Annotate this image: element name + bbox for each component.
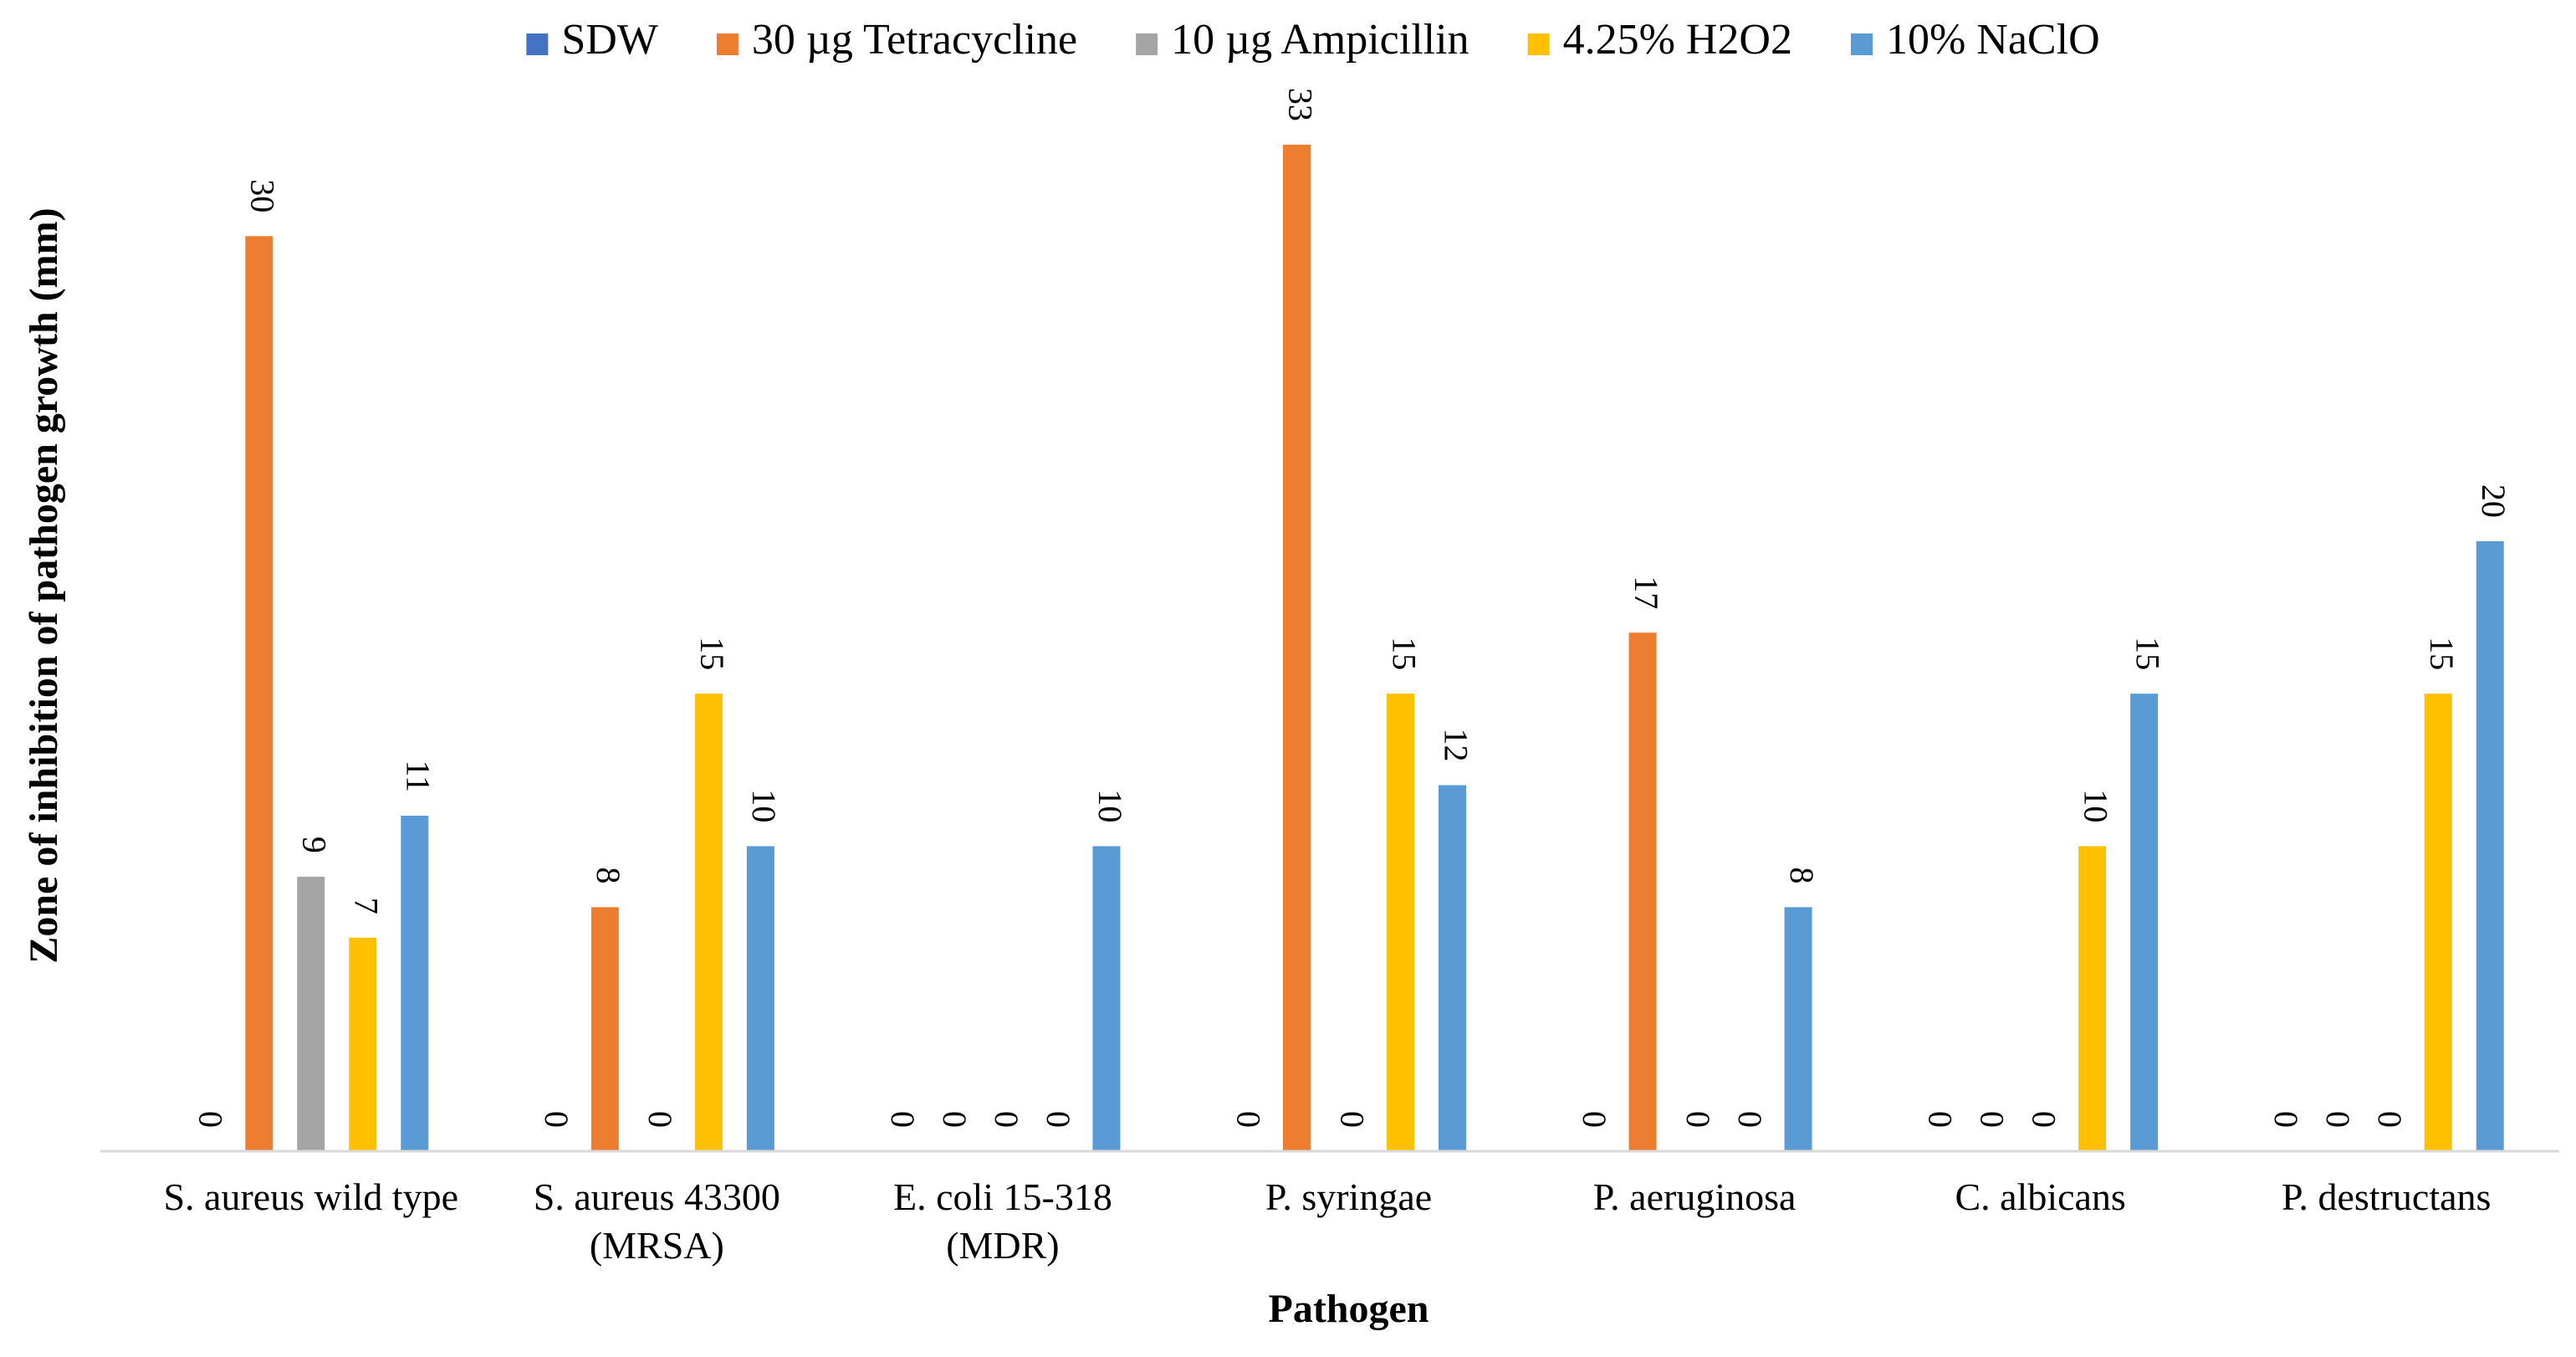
data-label: 17: [1628, 576, 1665, 609]
category-label: P. destructans: [2282, 1175, 2491, 1218]
data-label: 15: [2129, 637, 2166, 670]
bar: [694, 694, 723, 1151]
data-label: 10: [2077, 789, 2114, 822]
data-label: 15: [2423, 637, 2461, 670]
legend-label: 4.25% H2O2: [1563, 16, 1792, 64]
legend-label: 10% NaClO: [1886, 16, 2100, 64]
bar: [1439, 785, 1466, 1151]
bar: [297, 876, 325, 1151]
bar: [1092, 846, 1121, 1151]
legend-swatch: [1136, 33, 1158, 55]
data-label: 0: [2371, 1111, 2409, 1128]
legend-item: 4.25% H2O2: [1527, 16, 1792, 64]
category-label: P. aeruginosa: [1593, 1175, 1797, 1218]
bar: [245, 236, 273, 1152]
category-labels: S. aureus wild type S. aureus 43300 (MRSA)…: [163, 1175, 2491, 1267]
category-label: C. albicans: [1955, 1175, 2125, 1218]
data-label: 0: [1731, 1111, 1769, 1128]
data-label: 15: [693, 637, 731, 670]
data-label: 0: [1679, 1111, 1717, 1128]
bar: [349, 937, 377, 1151]
bar: [1784, 907, 1812, 1151]
x-axis-title: Pathogen: [1269, 1287, 1429, 1331]
data-label: 20: [2475, 484, 2512, 518]
data-label: 9: [296, 837, 334, 853]
category-label: P. syringae: [1265, 1175, 1432, 1218]
data-label: 8: [1783, 867, 1821, 883]
data-label: 0: [884, 1111, 922, 1128]
legend-label: 30 µg Tetracycline: [752, 16, 1077, 64]
data-label: 30: [244, 179, 282, 213]
data-label: 15: [1385, 637, 1423, 670]
data-label: 11: [400, 760, 437, 792]
legend-swatch: [1850, 33, 1873, 55]
data-label: 0: [2267, 1111, 2305, 1128]
category-label: (MRSA): [590, 1224, 724, 1267]
data-label: 0: [538, 1111, 575, 1128]
y-axis-title: Zone of inhibition of pathogen growth (m…: [22, 207, 66, 963]
legend-label: SDW: [561, 16, 658, 64]
data-label: 0: [2025, 1111, 2062, 1128]
legend-item: 30 µg Tetracycline: [716, 16, 1077, 64]
bar: [2424, 694, 2452, 1151]
data-label: 7: [348, 898, 386, 914]
data-label: 33: [1281, 88, 1319, 121]
legend-swatch: [1527, 33, 1550, 55]
bar: [590, 907, 619, 1151]
legend-label: 10 µg Ampicillin: [1171, 16, 1469, 64]
bar: [1387, 694, 1414, 1151]
data-label: 0: [1040, 1111, 1077, 1128]
bar: [746, 846, 774, 1151]
data-label: 10: [1091, 789, 1129, 822]
data-label: 0: [2319, 1111, 2357, 1128]
data-label: 0: [1973, 1111, 2011, 1128]
data-label: 0: [1333, 1111, 1371, 1128]
category-label: S. aureus 43300: [534, 1175, 780, 1218]
bar: [1283, 144, 1311, 1151]
bars: [245, 144, 2504, 1152]
legend-item: SDW: [526, 16, 658, 64]
data-label: 0: [641, 1111, 679, 1128]
legend-swatch: [526, 33, 549, 55]
data-label: 10: [745, 789, 783, 822]
category-label: (MDR): [946, 1224, 1059, 1267]
bar: [1628, 632, 1657, 1151]
data-label: 12: [1437, 729, 1475, 762]
data-label: 8: [590, 867, 627, 883]
data-label: 0: [936, 1111, 974, 1128]
legend-item: 10 µg Ampicillin: [1136, 16, 1469, 64]
data-label: 0: [192, 1111, 230, 1128]
data-label: 0: [1576, 1111, 1613, 1128]
legend: SDW 30 µg Tetracycline 10 µg Ampicillin 4.2…: [526, 16, 2100, 64]
data-label: 0: [988, 1111, 1025, 1128]
bar: [401, 815, 429, 1151]
bar: [2130, 694, 2159, 1151]
legend-item: 10% NaClO: [1850, 16, 2100, 64]
data-label: 0: [1229, 1111, 1267, 1128]
bar: [2476, 540, 2504, 1151]
category-label: S. aureus wild type: [163, 1175, 458, 1218]
bar: [2078, 846, 2107, 1151]
data-label: 0: [1921, 1111, 1959, 1128]
category-label: E. coli 15-318: [893, 1175, 1112, 1218]
legend-swatch: [716, 33, 739, 55]
